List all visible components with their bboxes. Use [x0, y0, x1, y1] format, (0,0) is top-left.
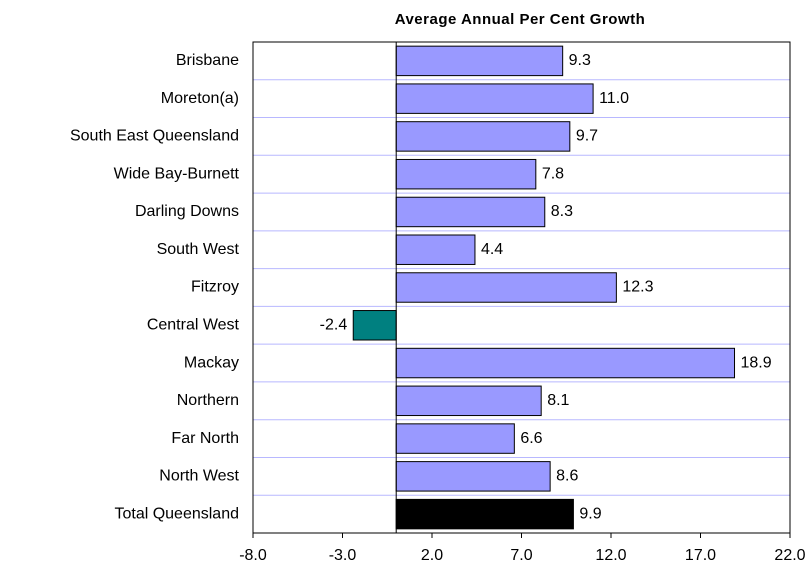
y-tick-label: South East Queensland [70, 128, 239, 145]
bar [395, 272, 617, 303]
bar [395, 347, 736, 379]
y-tick-label: Mackay [184, 354, 239, 371]
chart-title: Average Annual Per Cent Growth [395, 11, 646, 28]
x-tick-label: 2.0 [421, 547, 443, 564]
value-label: 8.6 [556, 468, 578, 485]
value-label: 9.7 [576, 128, 598, 145]
x-tick-label: -8.0 [239, 547, 267, 564]
x-tick-label: 12.0 [595, 547, 626, 564]
x-tick-label: 7.0 [510, 547, 532, 564]
bar [352, 310, 397, 341]
bar [395, 158, 537, 190]
bar [395, 234, 476, 265]
x-tick-label: 22.0 [774, 547, 805, 564]
y-tick-label: Brisbane [176, 52, 239, 69]
bar [395, 423, 515, 454]
bar [395, 121, 571, 152]
value-label: 6.6 [520, 430, 542, 447]
y-tick-label: Central West [147, 316, 240, 333]
x-tick-label: -3.0 [329, 547, 357, 564]
value-label: 9.9 [579, 505, 601, 522]
bar [395, 196, 546, 228]
value-label: 4.4 [481, 241, 503, 258]
y-tick-label: Total Queensland [114, 505, 239, 522]
value-label: 11.0 [599, 90, 629, 107]
y-tick-label: Far North [171, 430, 239, 447]
value-label: 8.3 [551, 203, 573, 220]
y-tick-label: Moreton(a) [161, 90, 239, 107]
x-tick-label: 17.0 [685, 547, 716, 564]
value-label: 8.1 [547, 392, 569, 409]
y-tick-label: Fitzroy [191, 279, 239, 296]
bar [395, 498, 574, 530]
y-tick-label: South West [157, 241, 240, 258]
y-tick-label: Northern [177, 392, 239, 409]
value-label: 18.9 [741, 354, 772, 371]
bar [395, 45, 564, 77]
bar [395, 385, 542, 417]
y-tick-label: Wide Bay-Burnett [114, 165, 240, 182]
value-label: 9.3 [569, 52, 591, 69]
bar [395, 461, 551, 492]
y-tick-label: Darling Downs [135, 203, 239, 220]
value-label: 12.3 [622, 279, 653, 296]
value-label: 7.8 [542, 165, 564, 182]
y-tick-label: North West [159, 468, 239, 485]
bar [395, 83, 594, 114]
plot-border [252, 41, 791, 534]
value-label: -2.4 [320, 316, 348, 333]
